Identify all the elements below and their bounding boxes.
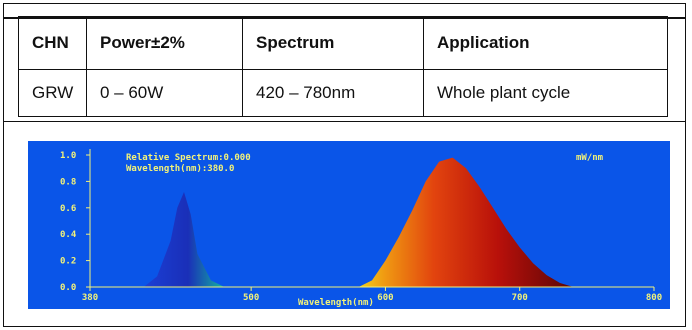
header-power: Power±2% (86, 16, 243, 70)
x-tick-label: 800 (646, 293, 662, 303)
header-application: Application (423, 16, 668, 70)
chart-header-unit: mW/nm (576, 153, 604, 163)
y-tick-label: 0.4 (60, 230, 77, 240)
y-tick-label: 0.8 (60, 177, 76, 187)
chart-header-wavelength: Wavelength(nm):380.0 (126, 164, 235, 174)
spectrum-band-2 (358, 157, 574, 287)
x-tick-label: 700 (512, 293, 528, 303)
x-tick-label: 500 (243, 293, 259, 303)
x-axis-label: Wavelength(nm) (298, 298, 374, 308)
x-tick-label: 380 (82, 293, 98, 303)
y-tick-label: 0.2 (60, 257, 76, 267)
spectrum-chart: 1.0 0.8 0.6 0.4 0.2 0.0 380 500 600 700 800 Relati… (28, 141, 670, 309)
x-tick-label: 600 (377, 293, 393, 303)
table-header-row: CHN Power±2% Spectrum Application (18, 16, 668, 70)
y-tick-label: 1.0 (60, 151, 76, 161)
cell-power: 0 – 60W (86, 69, 243, 117)
y-tick-label: 0.6 (60, 204, 76, 214)
header-spectrum: Spectrum (242, 16, 424, 70)
chart-header-relative: Relative Spectrum:0.000 (126, 153, 251, 163)
table-divider (4, 121, 685, 122)
cell-spectrum: 420 – 780nm (242, 69, 424, 117)
cell-chn: GRW (18, 69, 87, 117)
y-tick-label: 0.0 (60, 283, 76, 293)
spec-table: CHN Power±2% Spectrum Application GRW 0 … (18, 16, 668, 117)
cell-application: Whole plant cycle (423, 69, 668, 117)
header-chn: CHN (18, 16, 87, 70)
table-row: GRW 0 – 60W 420 – 780nm Whole plant cycl… (18, 69, 668, 117)
spectrum-band-1 (143, 192, 225, 287)
spectrum-plot: 1.0 0.8 0.6 0.4 0.2 0.0 380 500 600 700 800 (60, 149, 662, 303)
